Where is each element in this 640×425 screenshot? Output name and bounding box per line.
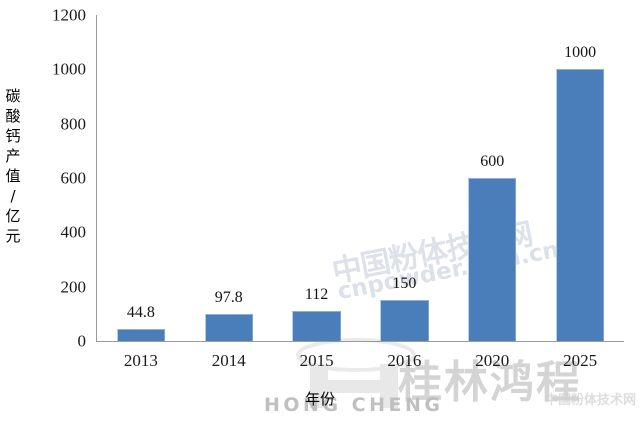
bar-value-label: 112 [304, 285, 329, 303]
bar[interactable] [380, 300, 429, 341]
y-axis-tick-labels: 1200 1000 800 600 400 200 0 [28, 0, 86, 425]
x-axis-category-label: 2025 [563, 351, 598, 370]
bar-slot: 600 [468, 15, 517, 341]
x-axis-category-label: 2015 [299, 351, 334, 370]
bar-value-label: 1000 [564, 44, 597, 62]
bar-slot: 1000 [555, 15, 605, 341]
y-axis-tick-label: 1000 [52, 59, 86, 79]
y-axis-tick-label: 800 [60, 114, 87, 134]
x-axis-title: 年份 [304, 390, 335, 408]
bar-slot: 97.8 [204, 15, 253, 341]
bar[interactable] [204, 314, 253, 341]
bar-value-label: 150 [392, 275, 417, 293]
y-axis-tick-label: 200 [60, 277, 87, 297]
x-axis-category-label: 2013 [123, 351, 158, 370]
y-axis-tick-label: 1200 [52, 5, 86, 25]
bar-value-label: 97.8 [214, 289, 243, 307]
bar-slot: 150 [380, 15, 429, 341]
x-axis-category-label: 2020 [475, 351, 510, 370]
bar[interactable] [468, 178, 517, 341]
bar[interactable] [555, 69, 605, 341]
plot-area: 44.8 97.8 112 150 600 1000 [97, 15, 624, 341]
bar-value-label: 44.8 [126, 303, 155, 321]
x-axis-line [96, 341, 624, 342]
x-axis-category-label: 2016 [387, 351, 422, 370]
bar-slot: 112 [292, 15, 341, 341]
bar-slot: 44.8 [116, 15, 166, 341]
bar[interactable] [116, 328, 166, 341]
x-axis-category-label: 2014 [211, 351, 246, 370]
y-axis-title: 碳 酸 钙 产 值 / 亿 元 [5, 87, 21, 245]
y-axis-line [96, 15, 97, 342]
y-axis-tick-label: 0 [77, 331, 87, 351]
bar-value-label: 600 [480, 153, 505, 170]
bar[interactable] [292, 310, 341, 341]
y-axis-tick-label: 600 [60, 168, 87, 188]
y-axis-tick-label: 400 [60, 222, 87, 242]
